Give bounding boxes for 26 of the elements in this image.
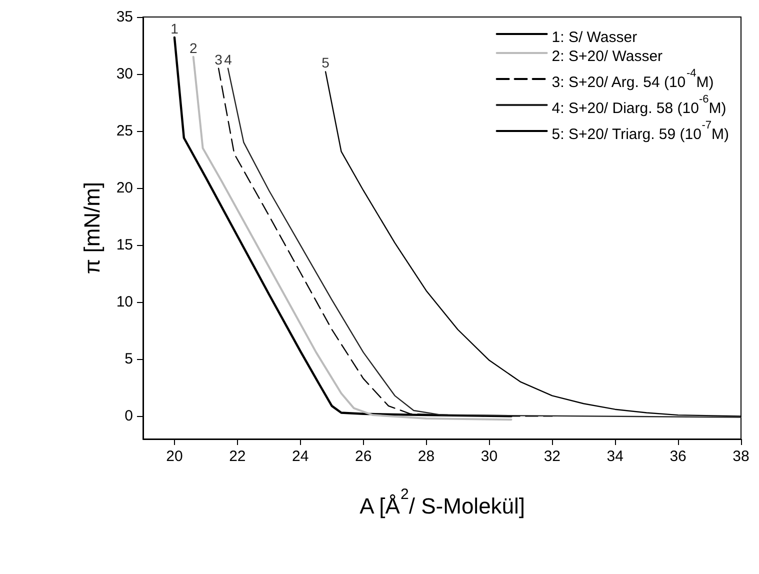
y-tick-label: 5 (124, 350, 133, 368)
x-tick-label: 28 (418, 448, 435, 465)
annotation: 1 (170, 20, 179, 37)
y-tick-label: 0 (124, 408, 133, 425)
x-tick-label: 24 (292, 448, 309, 465)
x-tick-label: 30 (480, 448, 498, 465)
y-tick-label: 30 (116, 66, 133, 83)
y-tick-label: 10 (116, 294, 133, 311)
y-tick-label: 15 (116, 236, 133, 254)
annotation: 5 (322, 54, 330, 71)
x-tick-label: 26 (354, 448, 372, 465)
legend-label: 1: S/ Wasser (552, 29, 638, 46)
annotation: 2 (189, 40, 198, 56)
x-tick-label: 36 (670, 448, 686, 465)
y-tick-label: 20 (116, 180, 133, 197)
y-tick-label: 25 (116, 122, 133, 140)
x-tick-label: 32 (544, 448, 560, 465)
x-tick-label: 34 (606, 448, 624, 465)
legend-label: 2: S+20/ Wasser (552, 48, 663, 65)
y-tick-label: 35 (116, 8, 133, 26)
x-tick-label: 20 (166, 448, 183, 465)
x-tick-label: 38 (732, 448, 750, 465)
annotation: 3 (214, 51, 223, 68)
annotation: 4 (224, 51, 232, 68)
x-tick-label: 22 (229, 448, 246, 465)
y-axis-title: π [mN/m] (80, 182, 104, 274)
